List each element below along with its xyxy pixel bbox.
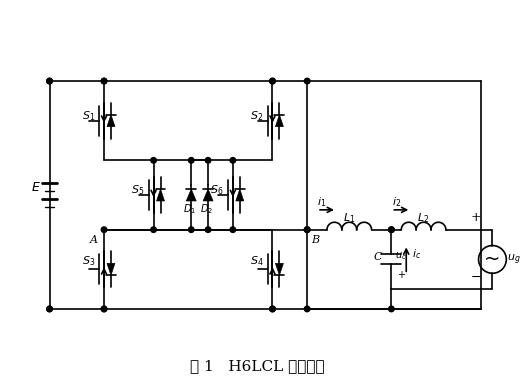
Text: $D_2$: $D_2$ [200,202,213,216]
Text: $i_c$: $i_c$ [411,248,421,261]
Polygon shape [276,263,283,275]
Circle shape [304,306,310,312]
Circle shape [304,78,310,84]
Circle shape [388,227,394,232]
Circle shape [304,227,310,232]
Circle shape [47,78,53,84]
Text: 图 1   H6LCL 拓扑结构: 图 1 H6LCL 拓扑结构 [190,360,325,373]
Circle shape [304,227,310,232]
Polygon shape [107,115,115,127]
Circle shape [47,78,53,84]
Polygon shape [157,189,164,201]
Text: $i_1$: $i_1$ [317,195,327,209]
Circle shape [205,158,211,163]
Text: $D_1$: $D_1$ [183,202,196,216]
Circle shape [101,227,107,232]
Polygon shape [236,189,244,201]
Text: −: − [471,271,481,284]
Text: $S_5$: $S_5$ [131,183,145,197]
Polygon shape [186,189,196,201]
Circle shape [151,158,157,163]
Text: A: A [90,235,98,245]
Circle shape [388,306,394,312]
Circle shape [101,78,107,84]
Text: $E$: $E$ [31,181,41,193]
Text: $S_2$: $S_2$ [250,109,263,122]
Circle shape [230,158,236,163]
Text: B: B [311,235,319,245]
Circle shape [188,158,194,163]
Circle shape [270,78,275,84]
Text: +: + [470,211,481,224]
Polygon shape [107,263,115,275]
Circle shape [205,227,211,232]
Text: $u_c$: $u_c$ [395,250,407,262]
Circle shape [270,306,275,312]
Circle shape [47,306,53,312]
Text: $S_4$: $S_4$ [250,255,264,268]
Circle shape [151,227,157,232]
Circle shape [101,306,107,312]
Circle shape [47,306,53,312]
Polygon shape [203,189,213,201]
Polygon shape [276,115,283,127]
Text: $S_6$: $S_6$ [210,183,224,197]
Text: ~: ~ [484,250,501,269]
Text: C: C [373,252,382,262]
Circle shape [230,227,236,232]
Circle shape [188,227,194,232]
Text: $L_2$: $L_2$ [418,211,430,225]
Text: $+$: $+$ [397,269,406,280]
Text: $u_g$: $u_g$ [508,252,520,267]
Text: $i_2$: $i_2$ [392,195,401,209]
Text: $L_1$: $L_1$ [343,211,356,225]
Text: $S_3$: $S_3$ [82,255,95,268]
Circle shape [101,306,107,312]
Circle shape [101,78,107,84]
Circle shape [388,227,394,232]
Circle shape [270,78,275,84]
Text: $S_1$: $S_1$ [82,109,95,122]
Circle shape [270,306,275,312]
